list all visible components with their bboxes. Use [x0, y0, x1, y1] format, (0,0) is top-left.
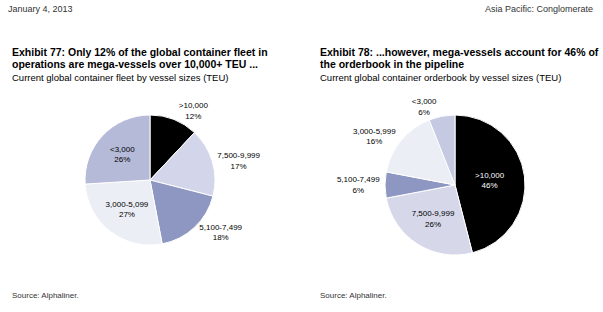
- svg-text:3,000-5,09927%: 3,000-5,09927%: [106, 200, 149, 219]
- svg-text:<3,0006%: <3,0006%: [412, 97, 437, 116]
- html-text:Exhibit 78: ...however, mega-v: Exhibit 78: ...however, mega-vessels acc…: [320, 46, 599, 70]
- svg-text:>10,00046%: >10,00046%: [475, 171, 505, 190]
- svg-text:7,500-9,99917%: 7,500-9,99917%: [217, 151, 260, 170]
- svg-text:5,100-7,4996%: 5,100-7,4996%: [337, 175, 380, 194]
- html-text:Exhibit 77: Only 12% of the gl: Exhibit 77: Only 12% of the global conta…: [12, 46, 268, 70]
- svg-text:7,500-9,99926%: 7,500-9,99926%: [412, 209, 455, 228]
- svg-text:5,100-7,49918%: 5,100-7,49918%: [199, 223, 242, 242]
- svg-text:>10,00012%: >10,00012%: [179, 101, 209, 120]
- html-text:Asia Pacific: Conglomerate: Asia Pacific: Conglomerate: [484, 4, 593, 14]
- svg-text:3,000-5,99916%: 3,000-5,99916%: [353, 127, 396, 146]
- html-text:Source: Alphaliner.: Source: Alphaliner.: [12, 291, 79, 300]
- html-text:Source: Alphaliner.: Source: Alphaliner.: [320, 291, 387, 300]
- html-text:Current global container fleet: Current global container fleet by vessel…: [12, 72, 229, 83]
- html-text:January 4, 2013: January 4, 2013: [8, 4, 73, 14]
- html-text:Current global container order: Current global container orderbook by ve…: [320, 72, 562, 83]
- svg-text:<3,00026%: <3,00026%: [110, 145, 135, 164]
